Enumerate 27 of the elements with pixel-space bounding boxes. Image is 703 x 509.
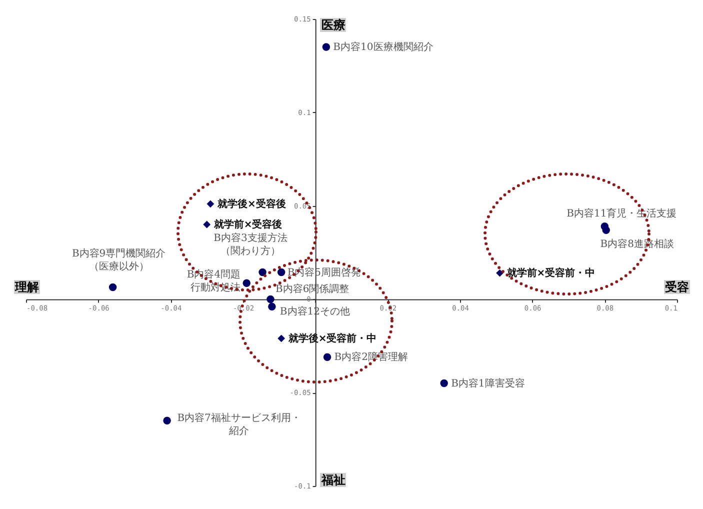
annotation: B内容1障害受容	[451, 377, 525, 390]
annotation: B内容10医療機関紹介	[333, 41, 434, 54]
annotation: 就学前×受容後	[212, 218, 282, 230]
point	[323, 353, 332, 361]
annotation: 福祉	[320, 473, 346, 487]
point	[206, 200, 214, 208]
point	[322, 43, 330, 51]
annotation: B内容7福祉サービス利用・紹介	[177, 412, 301, 438]
annotation: 理解	[14, 280, 40, 294]
point	[203, 220, 211, 228]
annotation: B内容3支援方法（関わり方）	[214, 232, 288, 257]
point	[440, 379, 448, 388]
annotation: 就学前×受容前・中	[506, 267, 596, 280]
point	[108, 283, 117, 292]
point	[496, 269, 504, 277]
annotation: 医療	[320, 18, 346, 32]
point	[242, 279, 250, 287]
point	[278, 334, 286, 342]
point	[266, 295, 274, 304]
point	[602, 226, 610, 234]
annotation: 就学後×受容後	[216, 198, 286, 210]
annotation: B内容9専門機関紹介（医療以外）	[72, 248, 166, 273]
point	[268, 302, 276, 311]
point	[258, 268, 266, 276]
point	[163, 416, 171, 424]
annotation: 受容	[664, 280, 690, 294]
point	[277, 268, 286, 276]
